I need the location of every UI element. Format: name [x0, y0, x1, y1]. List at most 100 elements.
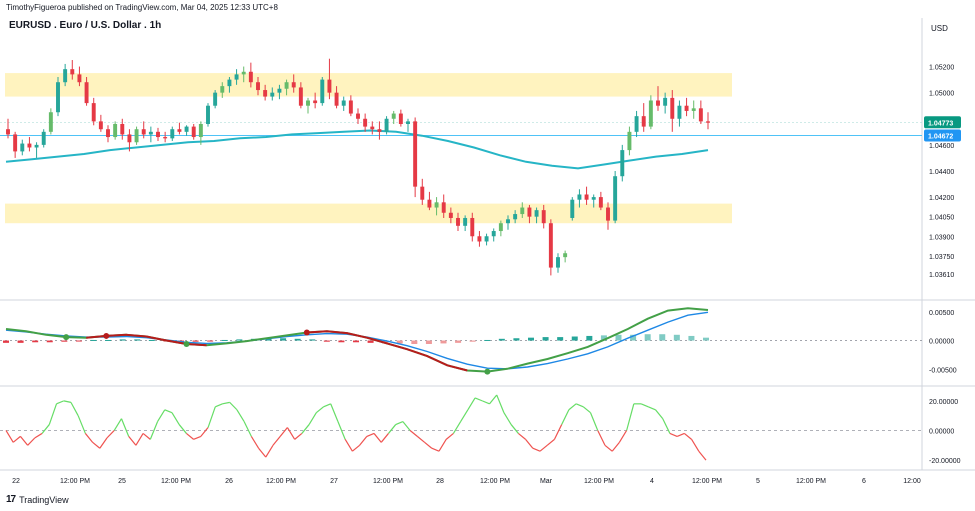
- oscillator-segment: [178, 424, 187, 434]
- macd-main-line-down: [306, 330, 468, 372]
- oscillator-segment: [366, 432, 375, 437]
- oscillator-segment: [416, 435, 425, 443]
- candle-body: [227, 79, 232, 87]
- oscillator-segment: [604, 444, 613, 452]
- macd-histogram-bar: [703, 337, 709, 341]
- oscillator-segment: [589, 412, 599, 431]
- candle-body: [641, 116, 646, 127]
- oscillator-segment: [34, 432, 43, 439]
- candle-body: [348, 100, 353, 114]
- macd-cross-dot: [484, 368, 491, 375]
- candle-body: [127, 134, 132, 143]
- oscillator-segment: [286, 427, 296, 440]
- time-tick-label: 26: [225, 478, 233, 485]
- macd-histogram-bar: [134, 339, 141, 341]
- oscillator-segment: [424, 441, 433, 449]
- oscillator-segment: [525, 438, 534, 449]
- macd-histogram-bar: [75, 340, 82, 342]
- candle-body: [398, 113, 403, 124]
- level-price-tag: [924, 129, 961, 142]
- oscillator-segment: [669, 432, 678, 437]
- oscillator-segment: [648, 406, 656, 411]
- oscillator-segment: [258, 447, 267, 458]
- candle-body: [363, 118, 368, 127]
- candle-body: [20, 143, 25, 152]
- macd-histogram-bar: [353, 340, 359, 343]
- candle-body: [113, 123, 118, 138]
- candle-body: [584, 194, 589, 200]
- macd-histogram-bar: [484, 339, 491, 341]
- candle-body: [213, 92, 218, 106]
- oscillator-segment: [409, 430, 418, 437]
- macd-tick-label: 0.00000: [929, 339, 954, 346]
- candle-body: [334, 92, 339, 106]
- candle-body: [498, 223, 503, 232]
- oscillator-segment: [63, 400, 72, 403]
- oscillator-segment: [56, 400, 64, 405]
- oscillator-segment: [698, 450, 707, 461]
- price-tick-label: 1.03750: [929, 254, 954, 261]
- oscillator-segment: [373, 433, 382, 443]
- oscillator-segment: [662, 418, 671, 434]
- time-tick-label: 22: [12, 478, 20, 485]
- price-tick-label: 1.04200: [929, 195, 954, 202]
- oscillator-segment: [323, 403, 331, 408]
- macd-main-line: [5, 307, 709, 373]
- time-tick-label: 25: [118, 478, 126, 485]
- oscillator-segment: [503, 412, 512, 425]
- price-tick-label: 1.05000: [929, 91, 954, 98]
- macd-histogram-bar: [309, 339, 316, 341]
- brand-label: TradingView: [19, 494, 69, 505]
- oscillator-segment: [380, 433, 389, 443]
- oscillator-segment: [532, 447, 541, 452]
- oscillator-segment: [142, 432, 151, 440]
- candle-body: [120, 123, 125, 135]
- current-price-tag: [924, 116, 961, 129]
- macd-histogram-bar: [148, 339, 155, 341]
- price-tick-label: 1.03610: [929, 272, 954, 279]
- oscillator-segment: [70, 402, 79, 416]
- time-tick-label: 6: [862, 478, 866, 485]
- candle-body: [377, 129, 382, 132]
- oscillator-segment: [539, 444, 548, 452]
- candle-body: [170, 129, 175, 139]
- candle-body: [406, 121, 410, 124]
- candle-body: [241, 71, 246, 75]
- oscillator-segment: [618, 430, 628, 443]
- macd-histogram-bar: [600, 335, 607, 341]
- candle-body: [684, 105, 689, 111]
- oscillator-segment: [640, 403, 649, 408]
- time-tick-label: 4: [650, 478, 654, 485]
- candle-body: [234, 74, 239, 80]
- oscillator-segment: [92, 441, 101, 449]
- oscillator-segment: [438, 439, 447, 452]
- oscillator-segment: [582, 406, 591, 414]
- macd-histogram-bar: [469, 340, 476, 342]
- candle-body: [191, 126, 196, 138]
- tradingview-brand[interactable]: 17 TradingView: [6, 494, 69, 505]
- candle-body: [220, 86, 225, 93]
- candle-body: [698, 108, 703, 122]
- oscillator-segment: [315, 406, 324, 414]
- macd-histogram-bar: [61, 340, 68, 342]
- oscillator-segment: [359, 436, 368, 446]
- candle-body: [613, 176, 618, 221]
- oscillator-segment: [301, 424, 310, 434]
- oscillator-segment: [431, 447, 440, 452]
- candle-body: [77, 74, 82, 83]
- oscillator-segment: [77, 415, 86, 434]
- macd-histogram-bar: [338, 340, 345, 343]
- macd-histogram-bar: [425, 340, 432, 344]
- price-tick-label: 1.04400: [929, 169, 954, 176]
- candle-body: [141, 129, 146, 135]
- symbol-title[interactable]: EURUSD . Euro / U.S. Dollar . 1h: [9, 20, 162, 31]
- oscillator-segment: [164, 409, 173, 414]
- oscillator-segment: [229, 401, 238, 411]
- price-tick-label: 1.03900: [929, 234, 954, 241]
- candle-body: [534, 210, 539, 217]
- time-tick-label: 12:00 PM: [60, 478, 90, 485]
- oscillator-segment: [250, 436, 260, 449]
- candle-body: [256, 82, 260, 91]
- candle-body: [291, 82, 296, 88]
